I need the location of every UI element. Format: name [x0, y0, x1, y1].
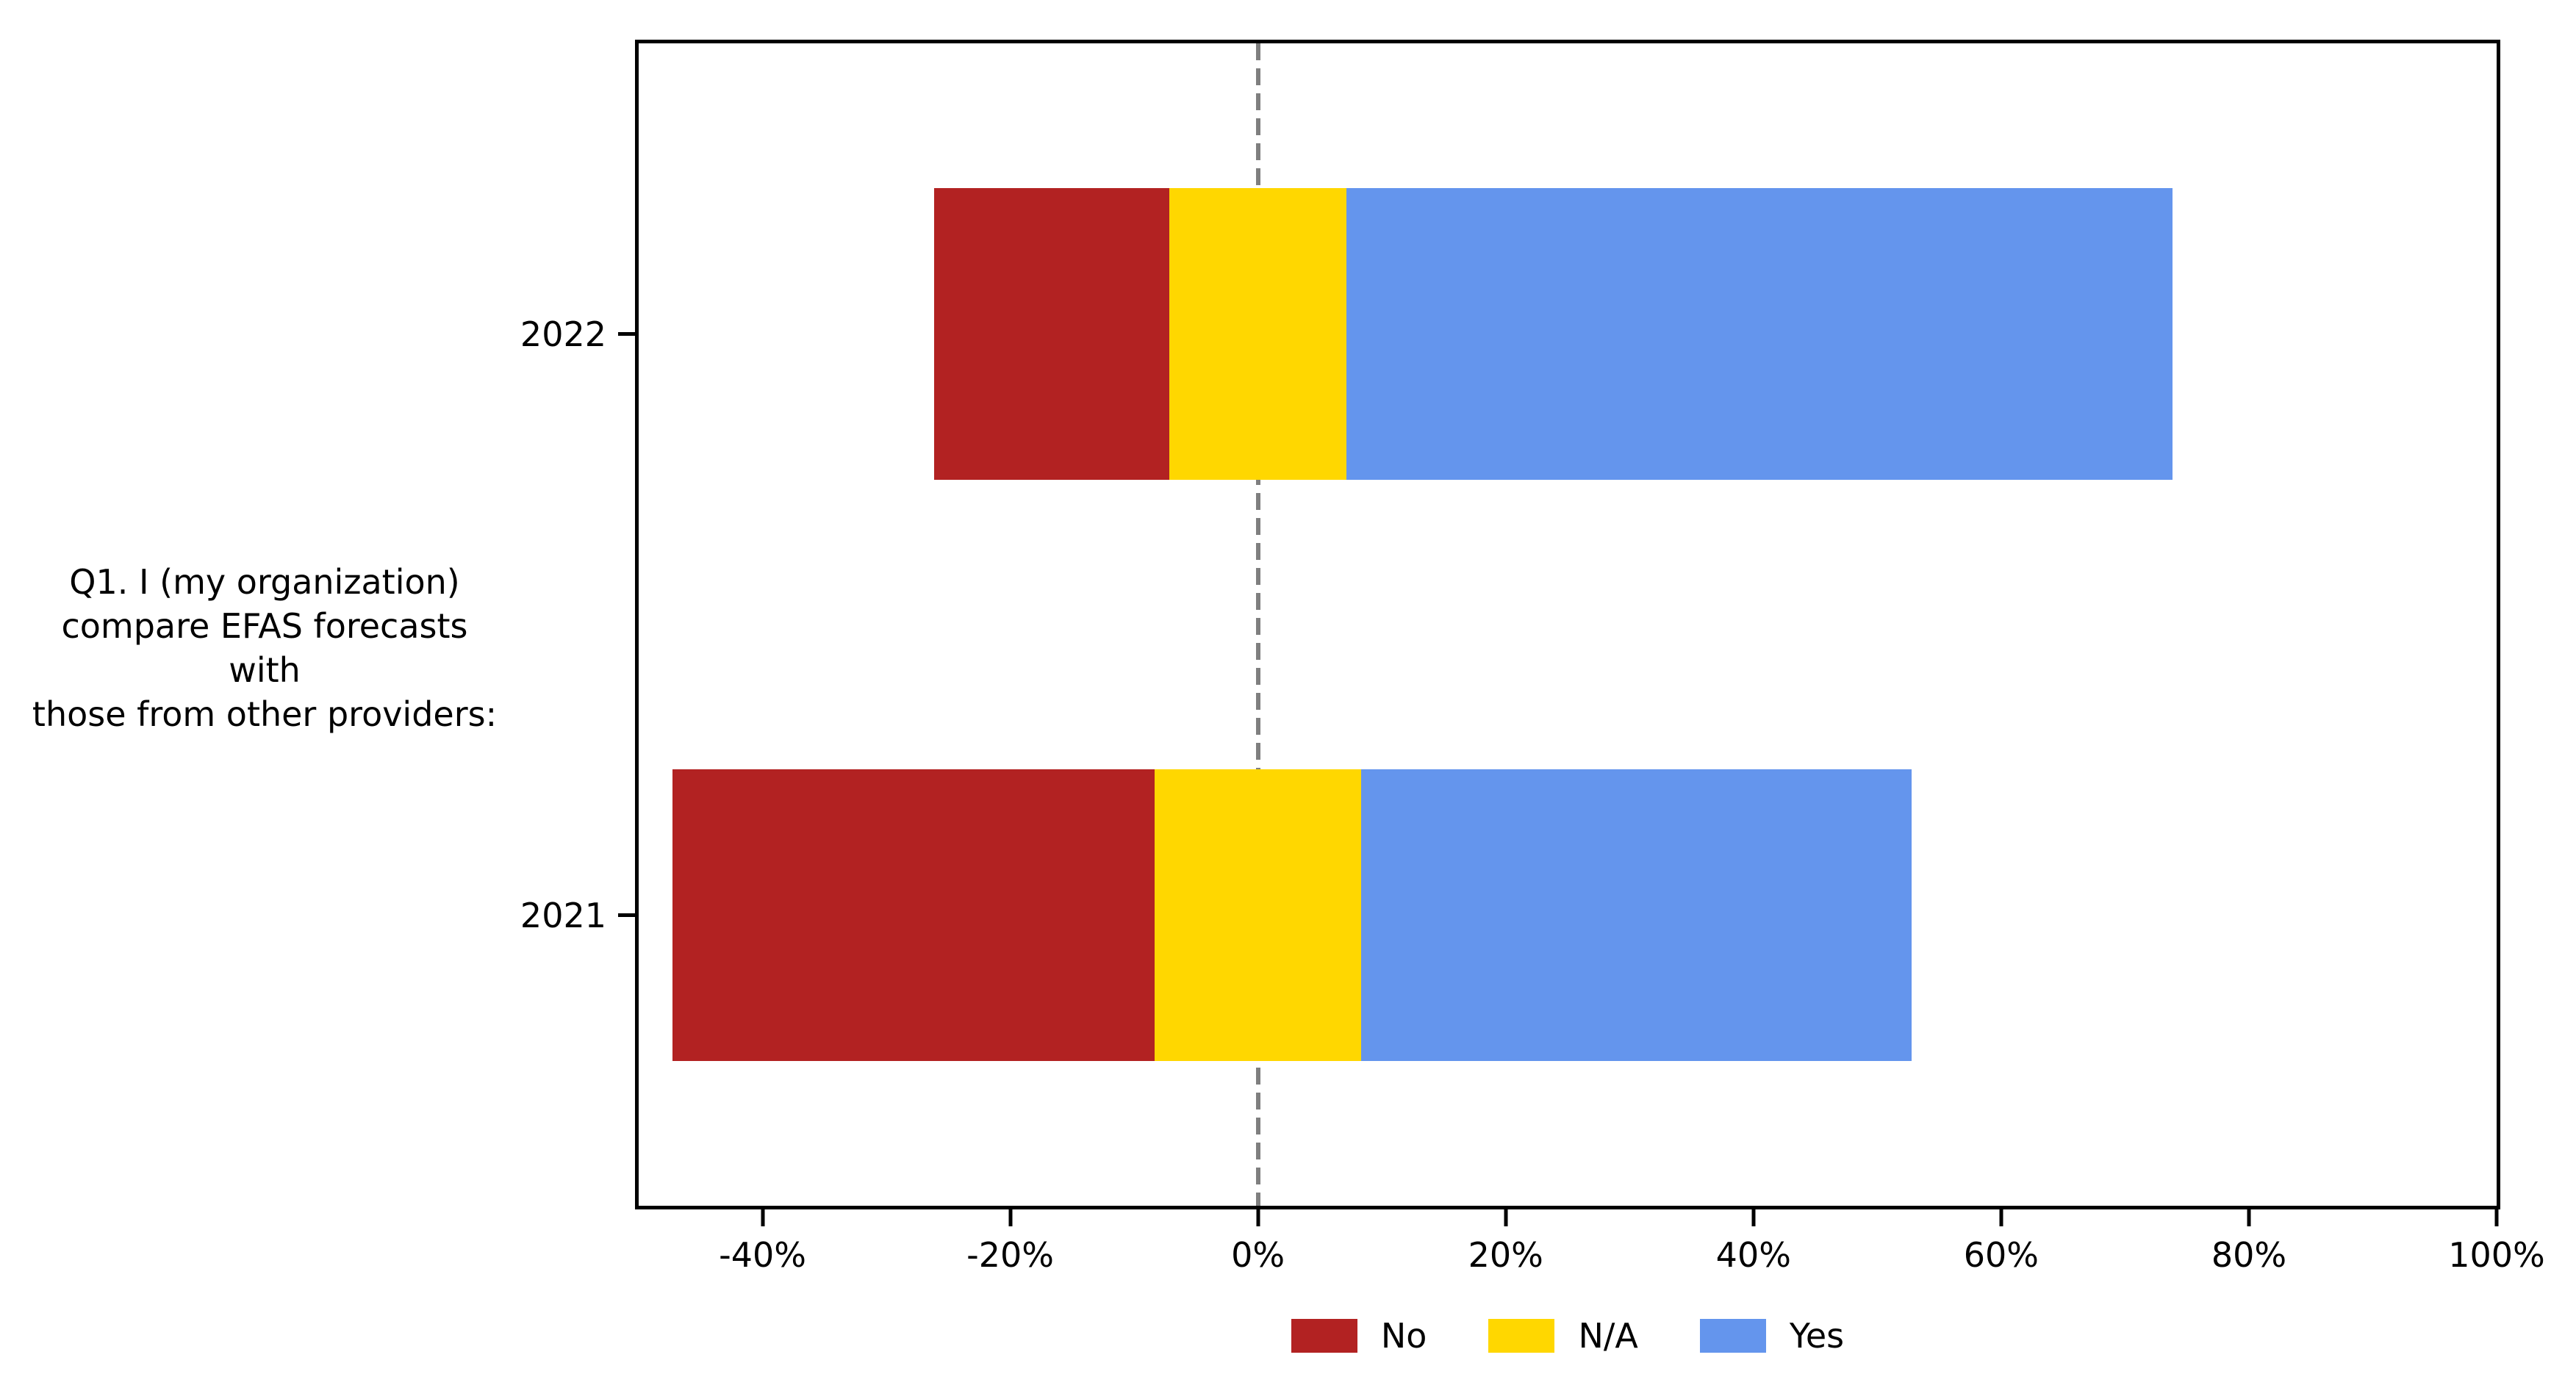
y-axis-question-label: Q1. I (my organization) compare EFAS for… [29, 560, 500, 736]
x-tick-label: -40% [719, 1235, 806, 1275]
plot-area: -40% -20% 0% 20% 40% 60% 80% 100% 2022 2021 [520, 40, 2545, 1275]
x-tick-label: 60% [1963, 1235, 2039, 1275]
x-tick-mark [761, 1206, 765, 1226]
bar-2022-segment-yes [1346, 187, 2173, 481]
x-tick-label: 20% [1468, 1235, 1543, 1275]
y-tick-label-2022: 2022 [520, 314, 606, 354]
legend-swatch-yes [1699, 1319, 1766, 1353]
x-tick-label: 80% [2211, 1235, 2287, 1275]
x-tick-mark [1008, 1206, 1013, 1226]
bar-2022-segment-na [1169, 187, 1347, 481]
legend-swatch-no [1291, 1319, 1357, 1353]
x-tick-label: 100% [2448, 1235, 2545, 1275]
x-tick-mark [1999, 1206, 2003, 1226]
x-tick-mark [1751, 1206, 1756, 1226]
legend: No N/A Yes [635, 1312, 2500, 1359]
x-tick-mark [2247, 1206, 2251, 1226]
bar-2021-segment-no [672, 769, 1155, 1062]
x-tick-mark [2494, 1206, 2499, 1226]
y-tick-mark [618, 913, 639, 917]
legend-label-na: N/A [1578, 1316, 1638, 1356]
bar-2021-segment-na [1154, 769, 1362, 1062]
bar-2022-segment-no [933, 187, 1170, 481]
legend-item-no: No [1291, 1316, 1427, 1356]
legend-label-yes: Yes [1789, 1316, 1845, 1356]
x-tick-label: 40% [1715, 1235, 1791, 1275]
legend-item-yes: Yes [1699, 1316, 1845, 1356]
legend-item-na: N/A [1488, 1316, 1638, 1356]
zero-reference-line [1255, 43, 1260, 1206]
question-label-line-1: Q1. I (my organization) [69, 562, 460, 602]
question-label-line-3: those from other providers: [32, 694, 498, 734]
x-tick-label: 0% [1231, 1235, 1285, 1275]
y-tick-mark [618, 332, 639, 336]
x-tick-mark [1504, 1206, 1508, 1226]
x-tick-mark [1256, 1206, 1260, 1226]
legend-swatch-na [1488, 1319, 1555, 1353]
y-tick-label-2021: 2021 [520, 895, 606, 935]
legend-label-no: No [1380, 1316, 1427, 1356]
bar-2021-segment-yes [1361, 769, 1912, 1062]
question-label-line-2: compare EFAS forecasts with [61, 606, 468, 690]
x-tick-label: -20% [966, 1235, 1055, 1275]
